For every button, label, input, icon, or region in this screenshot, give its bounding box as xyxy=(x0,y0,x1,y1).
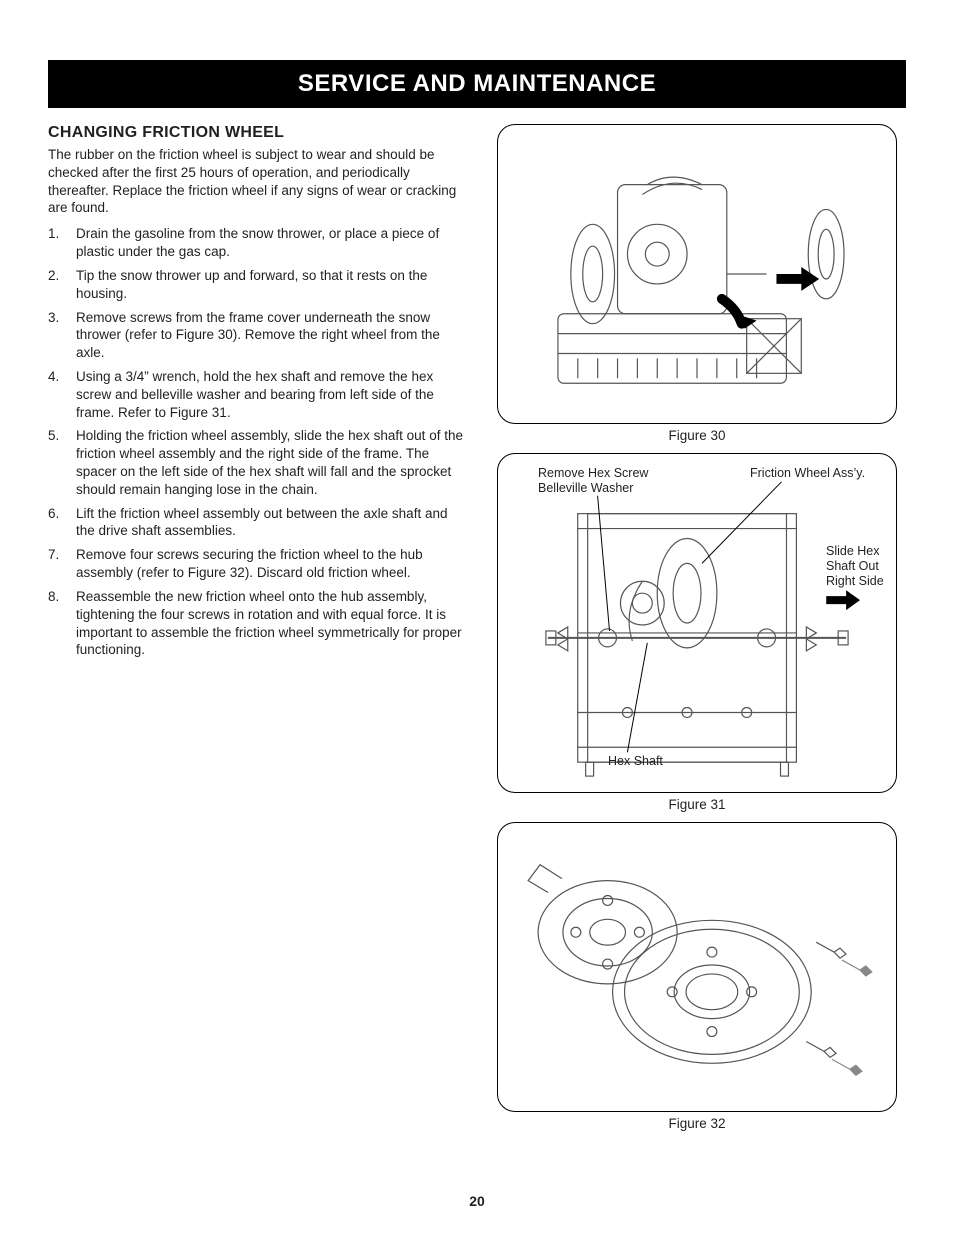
step-item: Holding the friction wheel assembly, sli… xyxy=(48,427,468,498)
figure-30-caption: Figure 30 xyxy=(668,428,725,443)
fig31-label-belleville: Belleville Washer xyxy=(538,481,633,496)
figure-30-box xyxy=(497,124,897,424)
step-item: Drain the gasoline from the snow thrower… xyxy=(48,225,468,261)
step-item: Reassemble the new friction wheel onto t… xyxy=(48,588,468,659)
content-wrapper: CHANGING FRICTION WHEEL The rubber on th… xyxy=(48,124,906,1131)
fig31-label-hex-shaft: Hex Shaft xyxy=(608,754,663,769)
figure-32-box xyxy=(497,822,897,1112)
figure-31-box: Remove Hex Screw Belleville Washer Frict… xyxy=(497,453,897,793)
step-item: Tip the snow thrower up and forward, so … xyxy=(48,267,468,303)
step-item: Lift the friction wheel assembly out bet… xyxy=(48,505,468,541)
figure-31-diagram xyxy=(498,454,896,792)
fig31-label-slide1: Slide Hex xyxy=(826,544,880,559)
step-item: Using a 3/4” wrench, hold the hex shaft … xyxy=(48,368,468,421)
page-header: SERVICE AND MAINTENANCE xyxy=(48,60,906,108)
figure-32-caption: Figure 32 xyxy=(668,1116,725,1131)
fig31-label-friction-assy: Friction Wheel Ass’y. xyxy=(750,466,865,481)
fig31-label-slide2: Shaft Out xyxy=(826,559,879,574)
figure-31-caption: Figure 31 xyxy=(668,797,725,812)
figure-32-diagram xyxy=(498,823,896,1111)
page-number: 20 xyxy=(0,1193,954,1209)
text-column: CHANGING FRICTION WHEEL The rubber on th… xyxy=(48,124,468,1131)
fig31-label-slide3: Right Side xyxy=(826,574,884,589)
step-item: Remove screws from the frame cover under… xyxy=(48,309,468,362)
section-intro: The rubber on the friction wheel is subj… xyxy=(48,146,468,217)
step-item: Remove four screws securing the friction… xyxy=(48,546,468,582)
steps-list: Drain the gasoline from the snow thrower… xyxy=(48,225,468,659)
figures-column: Figure 30 Remove Hex Screw Belleville Wa… xyxy=(488,124,906,1131)
figure-30-diagram xyxy=(498,125,896,423)
fig31-label-remove-hex: Remove Hex Screw xyxy=(538,466,648,481)
section-title: CHANGING FRICTION WHEEL xyxy=(48,124,468,142)
